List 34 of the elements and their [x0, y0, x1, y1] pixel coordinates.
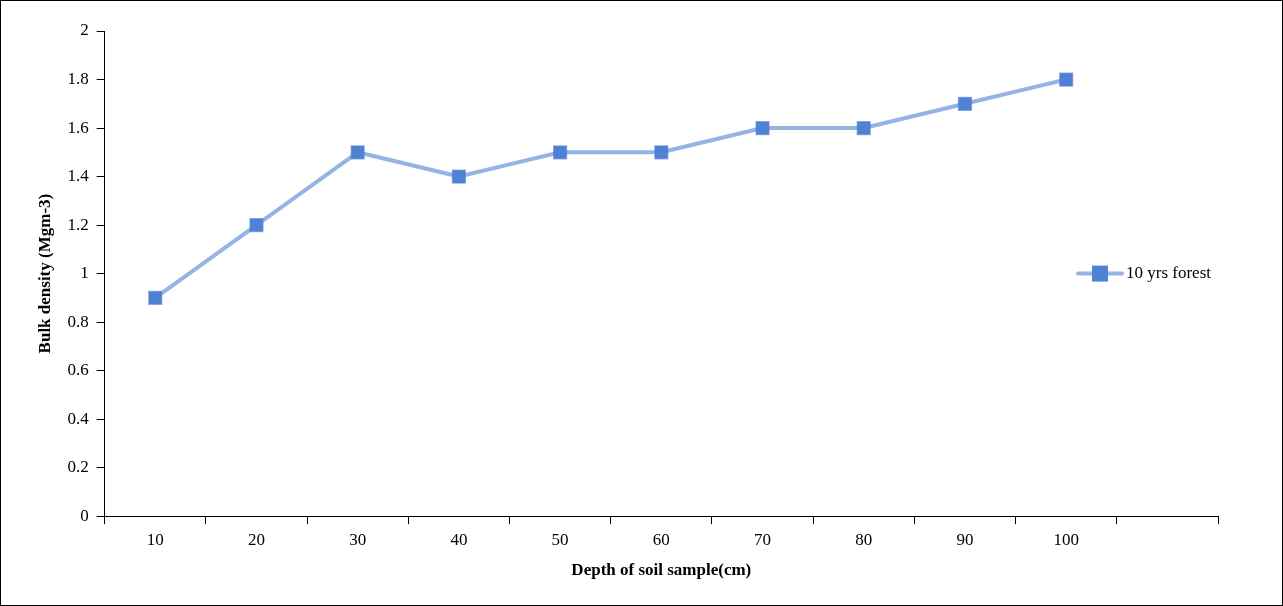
x-axis-title: Depth of soil sample(cm): [571, 560, 752, 580]
x-tick-label: 10: [146, 529, 164, 549]
y-tick-label: 0.6: [67, 360, 89, 380]
point: [553, 145, 568, 160]
x-tick-label: 70: [754, 529, 772, 549]
point: [451, 169, 467, 184]
x-tick-label: 40: [450, 529, 468, 549]
y-tick-label: 1.4: [67, 166, 90, 186]
x-tick-label: 20: [247, 529, 265, 549]
point: [350, 145, 365, 160]
x-tick-label: 30: [349, 529, 367, 549]
x-tick-label: 50: [551, 529, 569, 549]
y-tick-label: 0: [80, 505, 89, 525]
y-axis-title: Bulk density (Mgm-3): [34, 193, 54, 354]
point: [957, 96, 973, 111]
point: [148, 290, 163, 305]
y-tick-label: 0.8: [67, 311, 89, 331]
point: [755, 120, 770, 136]
y-tick-label: 0.4: [67, 408, 90, 428]
y-tick-label: 2: [80, 20, 89, 40]
point: [856, 120, 871, 136]
x-tick-label: 90: [956, 529, 974, 549]
point: [1059, 72, 1074, 87]
point: [654, 145, 669, 160]
point: [249, 217, 264, 233]
y-tick-label: 0.2: [67, 457, 89, 477]
x-tick-label: 100: [1053, 529, 1079, 549]
y-tick-label: 1.2: [67, 214, 89, 234]
y-tick-label: 1: [80, 263, 89, 283]
y-tick-label: 1.8: [67, 68, 89, 88]
legend-label: 10 yrs forest: [1126, 263, 1212, 283]
x-tick-label: 60: [652, 529, 670, 549]
x-tick-label: 80: [855, 529, 873, 549]
y-tick-label: 1.6: [67, 117, 89, 137]
